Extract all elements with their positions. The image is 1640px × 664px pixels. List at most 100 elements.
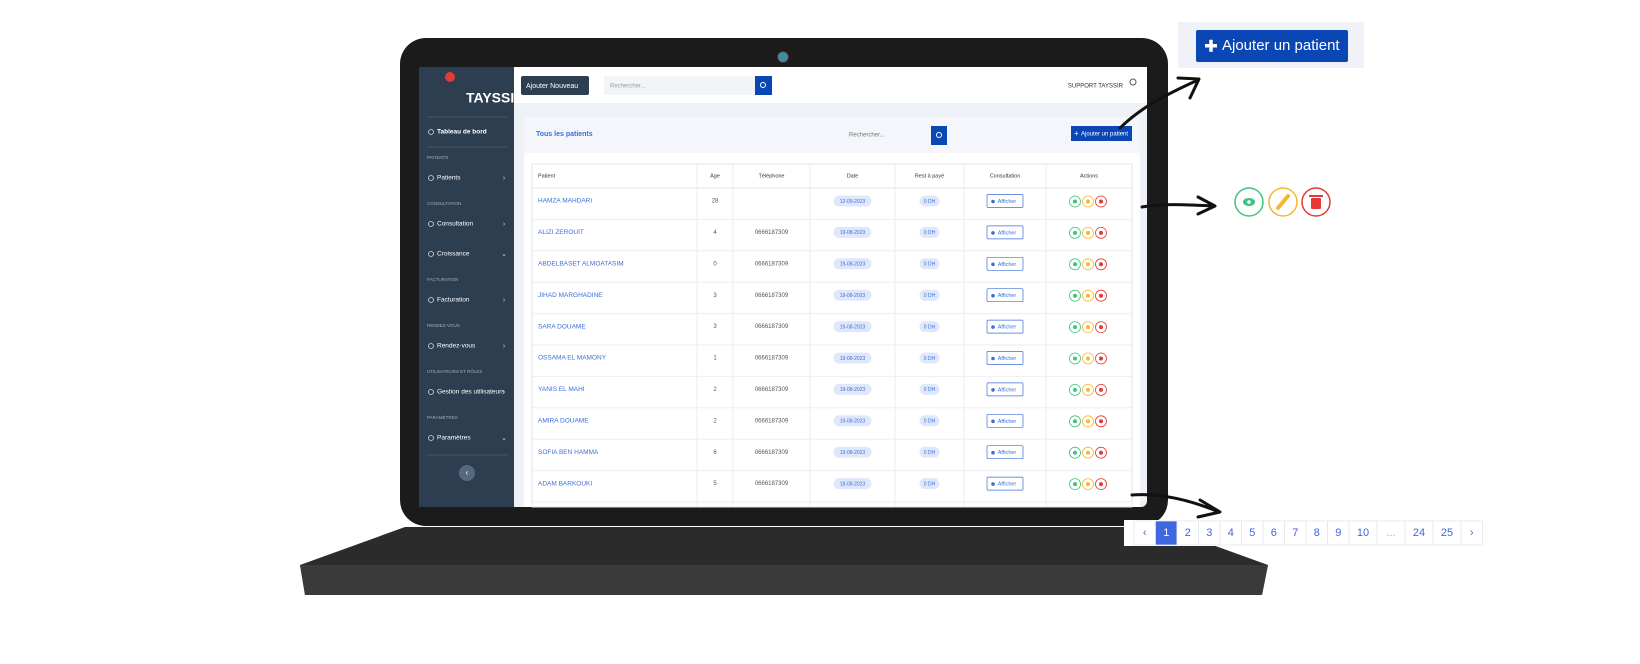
action-icon <box>1086 419 1090 424</box>
page-label: 3 <box>1206 527 1212 539</box>
page-button[interactable] <box>1376 520 1406 546</box>
view-button[interactable] <box>986 476 1024 491</box>
rest-pill <box>919 446 940 458</box>
nav-item[interactable]: Gestion des utilisateurs <box>437 389 505 396</box>
eye-icon <box>991 262 995 267</box>
nav-item[interactable]: Facturation <box>437 297 470 304</box>
eye-icon <box>991 450 995 455</box>
card-add-button[interactable] <box>1071 126 1132 141</box>
rest-pill <box>919 289 940 301</box>
view-button[interactable] <box>986 225 1024 240</box>
view-button[interactable] <box>986 382 1024 397</box>
view-button[interactable] <box>986 413 1024 428</box>
view-label: Afficher <box>998 325 1017 331</box>
view-button[interactable] <box>986 319 1024 334</box>
patient-name[interactable]: ADAM BARKOUKI <box>538 480 592 487</box>
phone: 0666187309 <box>755 450 789 456</box>
eye-icon <box>991 231 995 235</box>
nav-item[interactable]: Tableau de bord <box>437 129 487 136</box>
nav-item[interactable]: Consultation <box>437 221 474 228</box>
action-icon <box>1099 325 1103 330</box>
patient-name[interactable]: SARA DOUAME <box>538 323 586 330</box>
nav-item[interactable]: Patients <box>437 175 461 182</box>
rest-pill <box>919 415 940 427</box>
phone: 0666187309 <box>755 356 789 362</box>
trash-icon <box>1309 195 1323 197</box>
age: 3 <box>713 293 717 299</box>
view-button[interactable] <box>986 194 1024 208</box>
rest: 0 DH <box>924 419 936 425</box>
card-search-button[interactable] <box>931 126 947 145</box>
rest-pill <box>919 352 940 364</box>
patient-name[interactable]: YANIS EL MAHI <box>538 386 585 393</box>
view-button[interactable] <box>986 256 1024 271</box>
top-search[interactable] <box>604 76 756 95</box>
collapse-button[interactable] <box>459 465 475 481</box>
rest-pill <box>919 478 940 490</box>
search-icon <box>760 82 766 88</box>
page-button[interactable] <box>1404 520 1434 546</box>
action-icon <box>1073 199 1077 204</box>
date-pill <box>833 352 872 364</box>
date: 19-08-2023 <box>840 230 866 236</box>
page-label: 10 <box>1357 527 1369 539</box>
user-name: SUPPORT TAYSSIR <box>1068 84 1124 90</box>
view-button[interactable] <box>986 288 1024 303</box>
nav-icon <box>428 297 434 303</box>
nav-item[interactable]: Paramètres <box>437 435 471 442</box>
eye-icon <box>991 325 995 329</box>
page-label: ... <box>1386 527 1395 539</box>
trash-icon <box>1311 198 1321 209</box>
plus-icon: + <box>1074 129 1079 138</box>
add-new-button[interactable] <box>521 76 589 95</box>
page-button[interactable] <box>1432 520 1462 546</box>
page-button[interactable] <box>1348 520 1378 546</box>
date-pill <box>833 478 872 490</box>
action-icon <box>1099 199 1103 204</box>
nav-item[interactable]: Croissance <box>437 251 470 258</box>
nav-chevron: ⌄ <box>501 435 507 442</box>
nav-chevron: › <box>503 343 506 350</box>
column-header: Consultation <box>990 173 1021 179</box>
patient-name[interactable]: AMIRA DOUAME <box>538 418 589 425</box>
view-button[interactable] <box>986 351 1024 365</box>
callout-add-button[interactable] <box>1196 30 1348 62</box>
phone: 0666187309 <box>755 481 789 487</box>
view-button[interactable] <box>986 445 1024 460</box>
eye-icon <box>991 356 995 361</box>
action-icon <box>1099 419 1103 424</box>
callout-add-label: Ajouter un patient <box>1222 37 1340 54</box>
date-pill <box>833 258 872 270</box>
patient-name[interactable]: ALIZI ZEROUIT <box>538 229 584 236</box>
patient-name[interactable]: OSSAMA EL MAMONY <box>538 355 607 362</box>
view-label: Afficher <box>998 356 1017 362</box>
patient-name[interactable]: SOFIA BEN HAMMA <box>538 449 599 456</box>
nav-item[interactable]: Rendez-vous <box>437 343 476 350</box>
action-icon <box>1073 293 1077 298</box>
nav-chevron: › <box>503 175 506 182</box>
view-label: Afficher <box>998 262 1017 268</box>
patient-name[interactable]: HAMZA MAHDARI <box>538 198 592 205</box>
action-icon <box>1073 482 1077 487</box>
page-button[interactable] <box>1460 520 1483 546</box>
rest: 0 DH <box>924 387 936 393</box>
rest: 0 DH <box>924 481 936 487</box>
patient-name[interactable]: ABDELBASET ALMOATASIM <box>538 261 624 268</box>
card-search-placeholder: Rechercher... <box>849 133 885 139</box>
action-icon <box>1073 450 1077 455</box>
page-label: 7 <box>1292 527 1298 539</box>
column-header: Date <box>847 173 859 179</box>
top-search-button[interactable] <box>755 76 772 95</box>
view-label: Afficher <box>998 199 1017 205</box>
date: 19-08-2023 <box>840 450 866 456</box>
age: 3 <box>713 324 717 330</box>
date: 12-09-2023 <box>840 199 866 205</box>
view-label: Afficher <box>998 387 1017 393</box>
patient-name[interactable]: JIHAD MARGHADINE <box>538 292 603 299</box>
nav-chevron: ⌄ <box>501 251 507 258</box>
page-label: ‹ <box>1143 527 1147 539</box>
page-label: 2 <box>1185 527 1191 539</box>
nav-section: FACTURATION <box>427 277 458 282</box>
rest-pill <box>919 226 940 238</box>
eye-icon <box>991 482 995 486</box>
